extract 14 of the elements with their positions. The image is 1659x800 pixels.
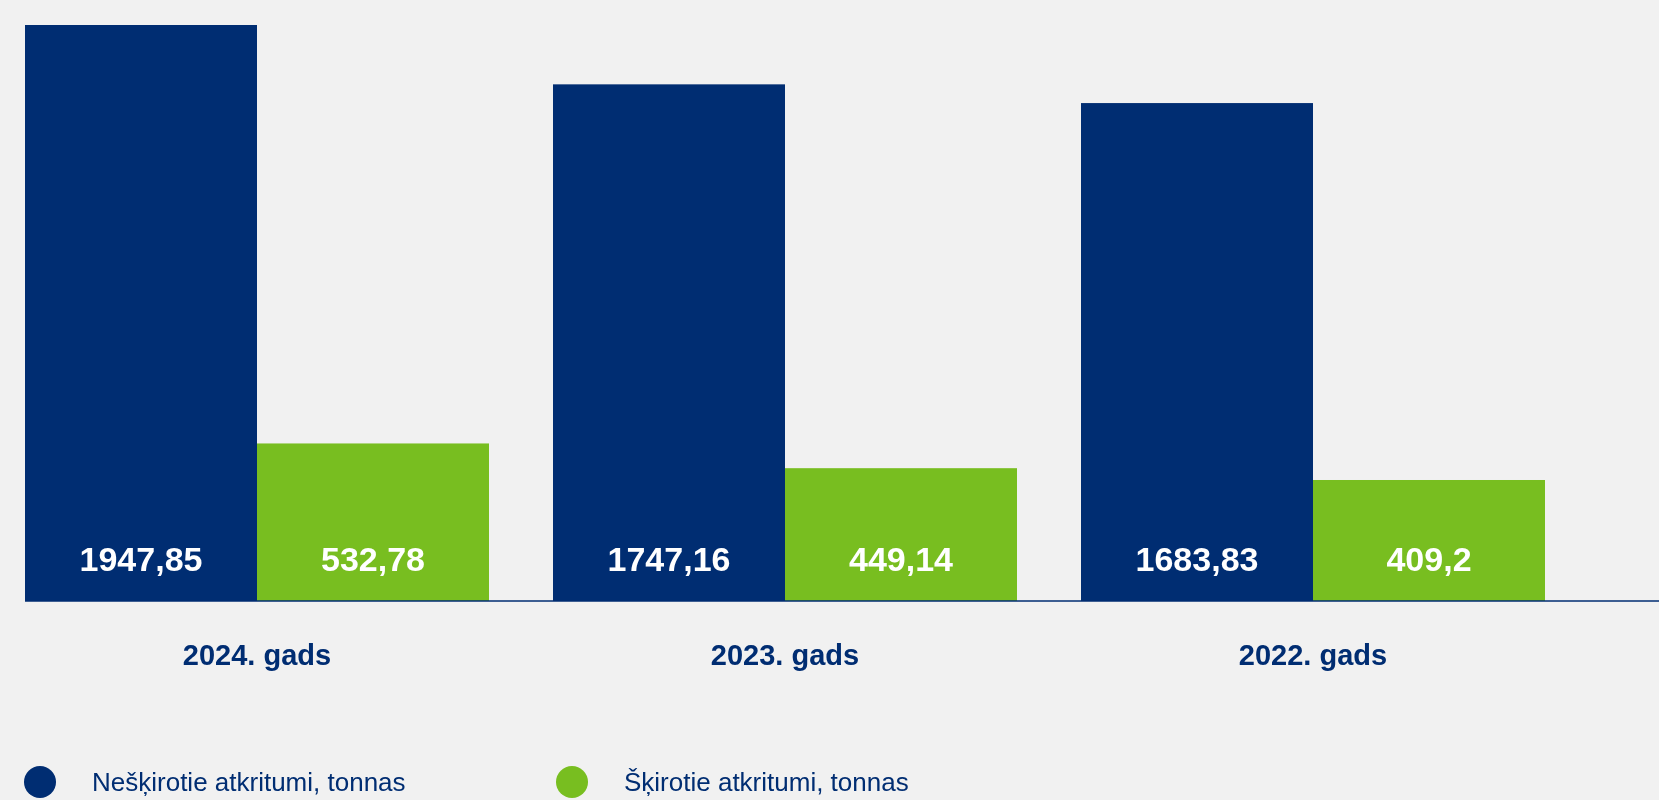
legend-label: Nešķirotie atkritumi, tonnas xyxy=(92,767,406,797)
legend-label: Šķirotie atkritumi, tonnas xyxy=(624,767,909,797)
data-label: 1747,16 xyxy=(607,540,731,578)
bar xyxy=(785,468,1017,601)
data-label: 449,14 xyxy=(849,540,954,578)
data-label: 532,78 xyxy=(321,540,425,578)
data-label: 409,2 xyxy=(1386,540,1472,578)
x-tick-label: 2023. gads xyxy=(710,639,860,671)
bar xyxy=(257,443,489,601)
data-label: 1683,83 xyxy=(1135,540,1259,578)
data-label: 1947,85 xyxy=(79,540,203,578)
bar xyxy=(1313,480,1545,601)
x-tick-label: 2024. gads xyxy=(182,639,332,671)
x-tick-label: 2022. gads xyxy=(1238,639,1388,671)
